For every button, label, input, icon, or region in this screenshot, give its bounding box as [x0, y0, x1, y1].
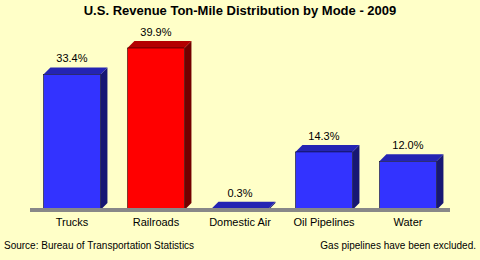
svg-text:Water: Water	[394, 216, 423, 228]
svg-text:39.9%: 39.9%	[140, 26, 171, 38]
html-text:U.S. Revenue Ton-Mile Distribu: U.S. Revenue Ton-Mile Distribution by Mo…	[83, 3, 397, 18]
svg-text:33.4%: 33.4%	[56, 52, 87, 64]
svg-text:Oil Pipelines: Oil Pipelines	[293, 216, 355, 228]
svg-text:Trucks: Trucks	[56, 216, 89, 228]
svg-text:Railroads: Railroads	[133, 216, 180, 228]
svg-text:12.0%: 12.0%	[392, 139, 423, 151]
svg-text:14.3%: 14.3%	[308, 130, 339, 142]
html-text:Gas pipelines have been exclud: Gas pipelines have been excluded.	[320, 240, 476, 251]
svg-text:0.3%: 0.3%	[227, 187, 252, 199]
html-text:Source: Bureau of Transportati: Source: Bureau of Transportation Statist…	[4, 240, 195, 251]
svg-text:Domestic Air: Domestic Air	[209, 216, 271, 228]
